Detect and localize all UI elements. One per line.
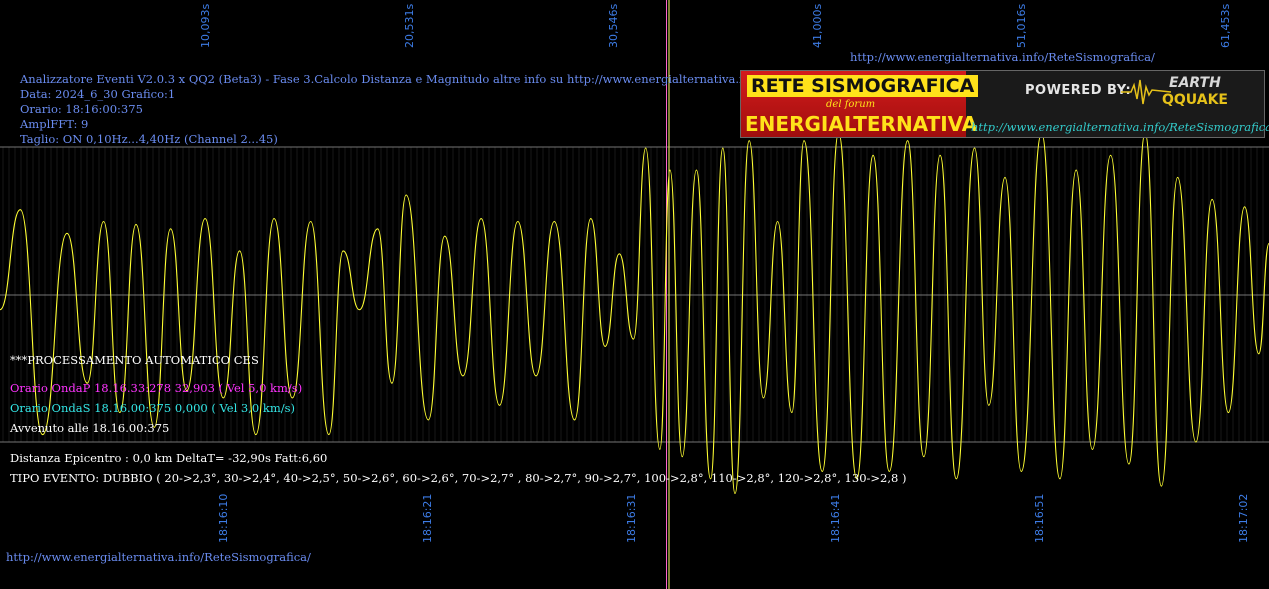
- epicenter-distance: Distanza Epicentro : 0,0 km DeltaT= -32,…: [10, 451, 328, 465]
- event-type: TIPO EVENTO: DUBBIO ( 20->2,3°, 30->2,4°…: [10, 471, 907, 485]
- seismic-trace: [0, 132, 1269, 495]
- vertical-grid: [2, 147, 1264, 442]
- top-tick-label: 30,546s: [607, 3, 620, 48]
- info-line-amplfft: AmplFFT: 9: [20, 117, 89, 131]
- bottom-tick-label: 18:16:41: [829, 493, 842, 543]
- qquake-brand-text: QQUAKE: [1162, 92, 1228, 108]
- onda-p-time: Orario OndaP 18.16.33:278 32,903 ( Vel 5…: [10, 381, 303, 395]
- logo-url[interactable]: http://www.energialternativa.info/ReteSi…: [971, 120, 1269, 134]
- processing-title: ***PROCESSAMENTO AUTOMATICO CES: [10, 353, 259, 367]
- top-tick-label: 61,453s: [1219, 3, 1232, 48]
- info-line-time: Orario: 18:16:00:375: [20, 102, 143, 116]
- earth-brand-text: EARTH: [1169, 75, 1221, 91]
- seismograph-icon: [1121, 79, 1171, 105]
- rete-sismografica-logo: RETE SISMOGRAFICA del forum ENERGIALTERN…: [740, 70, 1269, 138]
- logo-subtitle: del forum: [826, 99, 876, 110]
- info-line-analyzer: Analizzatore Eventi V2.0.3 x QQ2 (Beta3)…: [20, 72, 821, 86]
- info-line-date: Data: 2024_6_30 Grafico:1: [20, 87, 176, 101]
- onda-s-time: Orario OndaS 18.16.00:375 0,000 ( Vel 3,…: [10, 401, 296, 415]
- logo-forum-name: ENERGIALTERNATIVA: [745, 112, 978, 136]
- footer-url[interactable]: http://www.energialternativa.info/ReteSi…: [6, 550, 311, 564]
- top-tick-label: 10,093s: [199, 3, 212, 48]
- info-line-filter: Taglio: ON 0,10Hz...4,40Hz (Channel 2...…: [20, 132, 278, 146]
- top-tick-label: 41,000s: [811, 3, 824, 48]
- powered-by-label: POWERED BY:: [1025, 83, 1132, 98]
- event-time: Avvenuto alle 18.16.00:375: [10, 421, 170, 435]
- bottom-tick-label: 18:16:10: [217, 493, 230, 543]
- bottom-tick-label: 18:17:02: [1237, 493, 1250, 543]
- top-tick-label: 20,531s: [403, 3, 416, 48]
- wave-markers: [666, 0, 670, 589]
- logo-title: RETE SISMOGRAFICA: [747, 75, 979, 97]
- bottom-tick-label: 18:16:51: [1033, 493, 1046, 543]
- bottom-tick-label: 18:16:31: [625, 493, 638, 543]
- bottom-tick-label: 18:16:21: [421, 493, 434, 543]
- top-url[interactable]: http://www.energialternativa.info/ReteSi…: [850, 50, 1155, 64]
- top-tick-label: 51,016s: [1015, 3, 1028, 48]
